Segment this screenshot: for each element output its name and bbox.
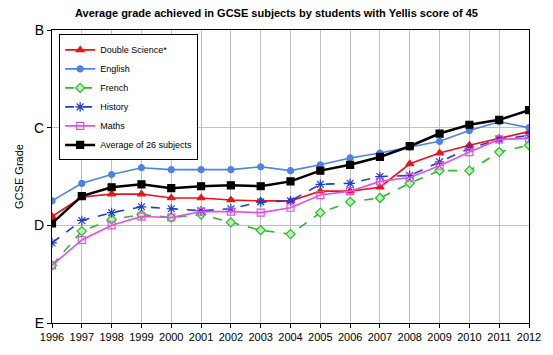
- svg-text:History: History: [100, 102, 129, 112]
- svg-text:2000: 2000: [159, 331, 183, 343]
- svg-text:GCSE Grade: GCSE Grade: [13, 144, 25, 209]
- svg-text:2004: 2004: [278, 331, 302, 343]
- svg-text:2005: 2005: [308, 331, 332, 343]
- svg-text:2012: 2012: [517, 331, 541, 343]
- svg-text:1998: 1998: [99, 331, 123, 343]
- svg-text:Double Science*: Double Science*: [100, 45, 167, 55]
- svg-text:English: English: [100, 64, 130, 74]
- svg-text:2009: 2009: [427, 331, 451, 343]
- svg-text:2001: 2001: [189, 331, 213, 343]
- svg-text:1996: 1996: [40, 331, 64, 343]
- svg-text:D: D: [34, 217, 44, 233]
- svg-text:2010: 2010: [457, 331, 481, 343]
- svg-text:2007: 2007: [368, 331, 392, 343]
- svg-text:B: B: [35, 22, 44, 38]
- svg-text:Average of 26 subjects: Average of 26 subjects: [100, 140, 192, 150]
- svg-text:C: C: [34, 120, 44, 136]
- svg-text:1999: 1999: [129, 331, 153, 343]
- svg-text:Average grade achieved in GCSE: Average grade achieved in GCSE subjects …: [75, 7, 478, 19]
- svg-text:2008: 2008: [398, 331, 422, 343]
- svg-text:French: French: [100, 83, 128, 93]
- svg-text:2006: 2006: [338, 331, 362, 343]
- svg-text:E: E: [35, 315, 44, 331]
- svg-text:1997: 1997: [70, 331, 94, 343]
- svg-text:2011: 2011: [487, 331, 511, 343]
- svg-text:2003: 2003: [248, 331, 272, 343]
- svg-text:Maths: Maths: [100, 121, 125, 131]
- svg-text:2002: 2002: [219, 331, 243, 343]
